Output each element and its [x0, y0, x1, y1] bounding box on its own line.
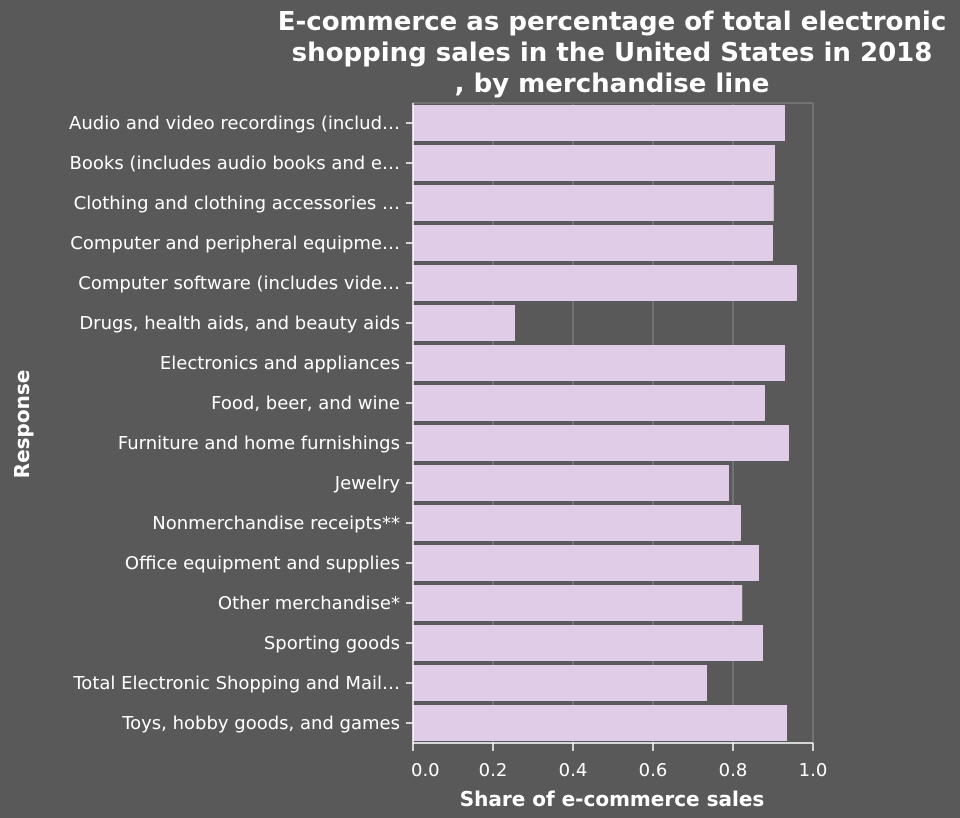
y-tick-label: Nonmerchandise receipts**	[152, 513, 400, 534]
y-tick-label: Clothing and clothing accessories …	[74, 193, 400, 214]
y-tick-label: Other merchandise*	[218, 593, 400, 614]
bar	[413, 585, 743, 621]
y-tick-label: Computer and peripheral equipme…	[70, 233, 400, 254]
bar	[413, 705, 787, 741]
y-tick-label: Jewelry	[334, 473, 401, 494]
chart-title-line-3: , by merchandise line	[455, 69, 770, 99]
chart-title: E-commerce as percentage of total electr…	[278, 7, 947, 99]
y-tick-label: Drugs, health aids, and beauty aids	[79, 313, 400, 334]
y-tick-label: Total Electronic Shopping and Mail…	[72, 673, 400, 694]
bar	[413, 425, 789, 461]
y-axis-title: Response	[10, 370, 34, 479]
y-tick-label: Audio and video recordings (includ…	[69, 113, 400, 134]
bar	[413, 225, 773, 261]
y-tick-label: Computer software (includes vide…	[78, 273, 400, 294]
bar	[413, 545, 759, 581]
bar	[413, 345, 785, 381]
y-tick-label: Toys, hobby goods, and games	[121, 713, 400, 734]
y-axis: Audio and video recordings (includ… Books…	[69, 103, 414, 743]
bar	[413, 625, 763, 661]
bar	[413, 385, 765, 421]
y-tick-label: Electronics and appliances	[160, 353, 400, 374]
y-tick-label: Food, beer, and wine	[211, 393, 400, 414]
x-tick-label: 0.6	[639, 760, 668, 781]
chart-title-line-1: E-commerce as percentage of total electr…	[278, 7, 947, 37]
y-tick-label: Books (includes audio books and e…	[70, 153, 400, 174]
bar	[413, 665, 707, 701]
x-tick-label: 0.2	[479, 760, 508, 781]
bar	[413, 465, 729, 501]
y-tick-label: Office equipment and supplies	[125, 553, 400, 574]
y-tick-label: Furniture and home furnishings	[118, 433, 400, 454]
bars	[413, 105, 797, 741]
y-tick-label: Sporting goods	[264, 633, 400, 654]
x-tick-label: 1.0	[799, 760, 828, 781]
bar	[413, 105, 785, 141]
bar	[413, 145, 775, 181]
x-tick-label: 0.4	[559, 760, 588, 781]
bar	[413, 305, 515, 341]
bar	[413, 505, 741, 541]
chart-title-line-2: shopping sales in the United States in 2…	[292, 38, 933, 68]
bar	[413, 265, 797, 301]
bar	[413, 185, 774, 221]
x-axis: 0.0 0.2 0.4 0.6 0.8 1.0	[411, 742, 828, 781]
x-tick-label: 0.0	[411, 760, 440, 781]
x-tick-label: 0.8	[719, 760, 748, 781]
x-axis-title: Share of e-commerce sales	[460, 787, 765, 811]
